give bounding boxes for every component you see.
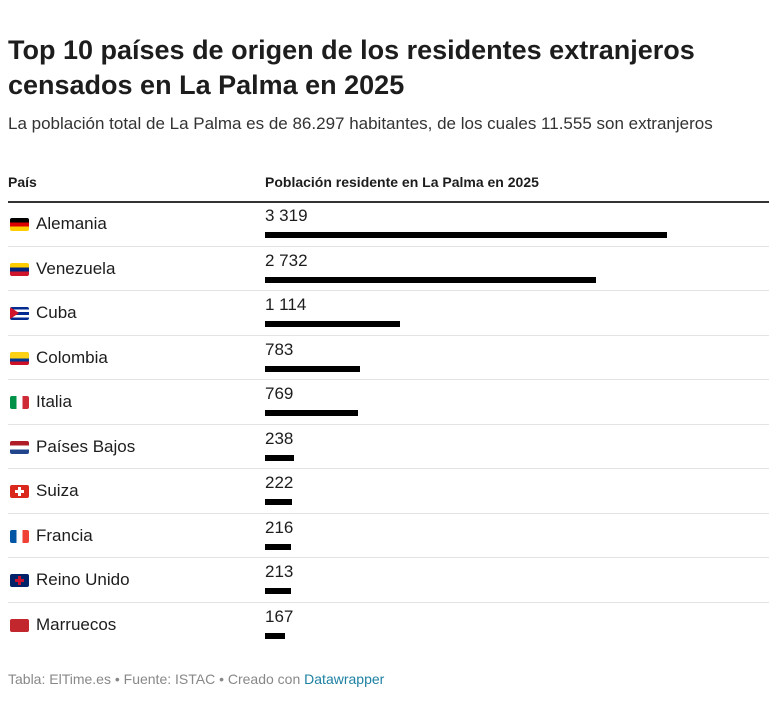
flag-icon-francia bbox=[10, 529, 29, 543]
value-label: 3 319 bbox=[265, 206, 308, 225]
footer-credits: Tabla: ElTime.es • Fuente: ISTAC • Cread… bbox=[8, 671, 305, 687]
table-row: Suiza 222 bbox=[8, 469, 769, 514]
bar bbox=[265, 410, 359, 416]
country-name: Suiza bbox=[36, 481, 79, 500]
column-header-population[interactable]: Población residente en La Palma en 2025 bbox=[265, 174, 539, 190]
value-label: 1 114 bbox=[265, 295, 307, 314]
value-label: 213 bbox=[265, 562, 294, 581]
bar bbox=[265, 365, 360, 372]
table-row: Alemania 3 319 bbox=[8, 202, 769, 247]
chart-subtitle: La población total de La Palma es de 86.… bbox=[8, 114, 713, 133]
value-label: 216 bbox=[265, 517, 294, 537]
value-label: 769 bbox=[265, 384, 294, 403]
bar bbox=[265, 588, 291, 594]
flag-icon-marruecos bbox=[10, 618, 29, 632]
table-row: Francia 216 bbox=[8, 514, 769, 558]
country-name: Venezuela bbox=[36, 258, 116, 278]
table-row: Colombia 783 bbox=[8, 336, 769, 380]
bar bbox=[265, 454, 294, 461]
country-name: Colombia bbox=[36, 347, 108, 367]
value-label: 783 bbox=[265, 339, 294, 359]
flag-icon-cuba bbox=[10, 307, 29, 320]
value-label: 238 bbox=[265, 428, 294, 448]
bar bbox=[265, 499, 292, 505]
value-label: 2 732 bbox=[265, 250, 308, 270]
table-row: Marruecos 167 bbox=[8, 603, 769, 648]
footer: Tabla: ElTime.es • Fuente: ISTAC • Cread… bbox=[8, 671, 384, 687]
country-name: Reino Unido bbox=[36, 570, 130, 589]
table-row: Italia 769 bbox=[8, 380, 769, 425]
table-row: Cuba 1 114 bbox=[8, 291, 769, 336]
country-name: Cuba bbox=[36, 303, 77, 322]
flag-icon-reino-unido bbox=[10, 574, 29, 587]
country-name: Marruecos bbox=[36, 614, 117, 634]
value-label: 167 bbox=[265, 606, 294, 626]
table-body: Alemania 3 319 Venezuela 2 732 Cuba 1 114 Colo… bbox=[8, 202, 769, 647]
bar bbox=[265, 232, 667, 238]
flag-icon-colombia bbox=[10, 351, 29, 365]
table-row: Venezuela 2 732 bbox=[8, 247, 769, 291]
column-header-country[interactable]: País bbox=[8, 174, 37, 190]
country-name: Francia bbox=[36, 525, 93, 545]
table-header: País Población residente en La Palma en … bbox=[8, 172, 769, 203]
bar bbox=[265, 543, 292, 550]
flag-icon-países-bajos bbox=[10, 440, 29, 454]
bar bbox=[265, 632, 286, 639]
bar bbox=[265, 276, 596, 283]
flag-icon-alemania bbox=[10, 218, 29, 231]
country-name: Países Bajos bbox=[36, 436, 136, 456]
country-name: Italia bbox=[36, 392, 72, 411]
flag-icon-italia bbox=[10, 396, 29, 409]
flag-icon-suiza bbox=[10, 485, 29, 498]
bar bbox=[265, 321, 400, 327]
flag-icon-venezuela bbox=[10, 262, 29, 276]
value-label: 222 bbox=[265, 473, 294, 492]
datawrapper-link[interactable]: Datawrapper bbox=[304, 671, 385, 687]
chart-title: Top 10 países de origen de los residente… bbox=[8, 35, 695, 100]
table-row: Reino Unido 213 bbox=[8, 558, 769, 603]
table-row: Países Bajos 238 bbox=[8, 425, 769, 469]
country-name: Alemania bbox=[36, 214, 107, 233]
